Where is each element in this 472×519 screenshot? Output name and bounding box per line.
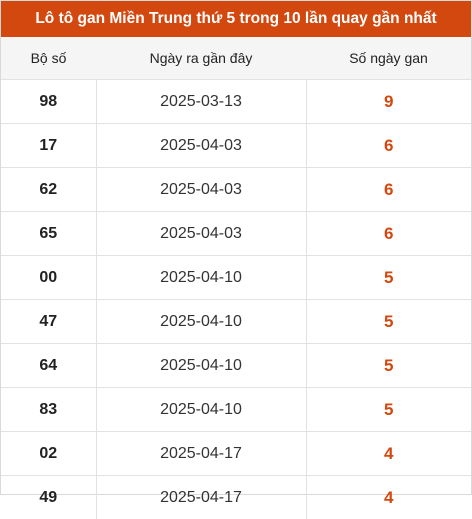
gan-table: Bộ số Ngày ra gần đây Số ngày gan 98 202… bbox=[1, 37, 471, 519]
cell-number: 98 bbox=[1, 80, 96, 124]
table-row: 62 2025-04-03 6 bbox=[1, 168, 471, 212]
cell-days: 4 bbox=[306, 432, 471, 476]
lottery-gan-table-widget: Lô tô gan Miền Trung thứ 5 trong 10 lần … bbox=[0, 0, 472, 495]
cell-number: 62 bbox=[1, 168, 96, 212]
cell-days: 5 bbox=[306, 344, 471, 388]
cell-number: 49 bbox=[1, 476, 96, 519]
table-row: 02 2025-04-17 4 bbox=[1, 432, 471, 476]
cell-number: 17 bbox=[1, 124, 96, 168]
cell-number: 47 bbox=[1, 300, 96, 344]
cell-days: 6 bbox=[306, 124, 471, 168]
cell-number: 83 bbox=[1, 388, 96, 432]
table-row: 65 2025-04-03 6 bbox=[1, 212, 471, 256]
cell-days: 5 bbox=[306, 300, 471, 344]
cell-date: 2025-03-13 bbox=[96, 80, 306, 124]
cell-date: 2025-04-17 bbox=[96, 476, 306, 519]
cell-days: 6 bbox=[306, 168, 471, 212]
cell-number: 02 bbox=[1, 432, 96, 476]
cell-number: 64 bbox=[1, 344, 96, 388]
cell-number: 65 bbox=[1, 212, 96, 256]
cell-number: 00 bbox=[1, 256, 96, 300]
cell-date: 2025-04-10 bbox=[96, 256, 306, 300]
cell-days: 5 bbox=[306, 388, 471, 432]
table-header-row: Bộ số Ngày ra gần đây Số ngày gan bbox=[1, 37, 471, 80]
cell-date: 2025-04-03 bbox=[96, 212, 306, 256]
table-title: Lô tô gan Miền Trung thứ 5 trong 10 lần … bbox=[1, 1, 471, 37]
cell-days: 5 bbox=[306, 256, 471, 300]
cell-date: 2025-04-03 bbox=[96, 168, 306, 212]
cell-date: 2025-04-03 bbox=[96, 124, 306, 168]
table-row: 98 2025-03-13 9 bbox=[1, 80, 471, 124]
table-row: 64 2025-04-10 5 bbox=[1, 344, 471, 388]
header-number: Bộ số bbox=[1, 37, 96, 80]
cell-days: 9 bbox=[306, 80, 471, 124]
header-days: Số ngày gan bbox=[306, 37, 471, 80]
cell-date: 2025-04-17 bbox=[96, 432, 306, 476]
table-row: 00 2025-04-10 5 bbox=[1, 256, 471, 300]
cell-date: 2025-04-10 bbox=[96, 344, 306, 388]
table-row: 47 2025-04-10 5 bbox=[1, 300, 471, 344]
cell-date: 2025-04-10 bbox=[96, 388, 306, 432]
header-date: Ngày ra gần đây bbox=[96, 37, 306, 80]
cell-date: 2025-04-10 bbox=[96, 300, 306, 344]
table-row: 17 2025-04-03 6 bbox=[1, 124, 471, 168]
table-row: 83 2025-04-10 5 bbox=[1, 388, 471, 432]
cell-days: 6 bbox=[306, 212, 471, 256]
table-row: 49 2025-04-17 4 bbox=[1, 476, 471, 519]
cell-days: 4 bbox=[306, 476, 471, 519]
